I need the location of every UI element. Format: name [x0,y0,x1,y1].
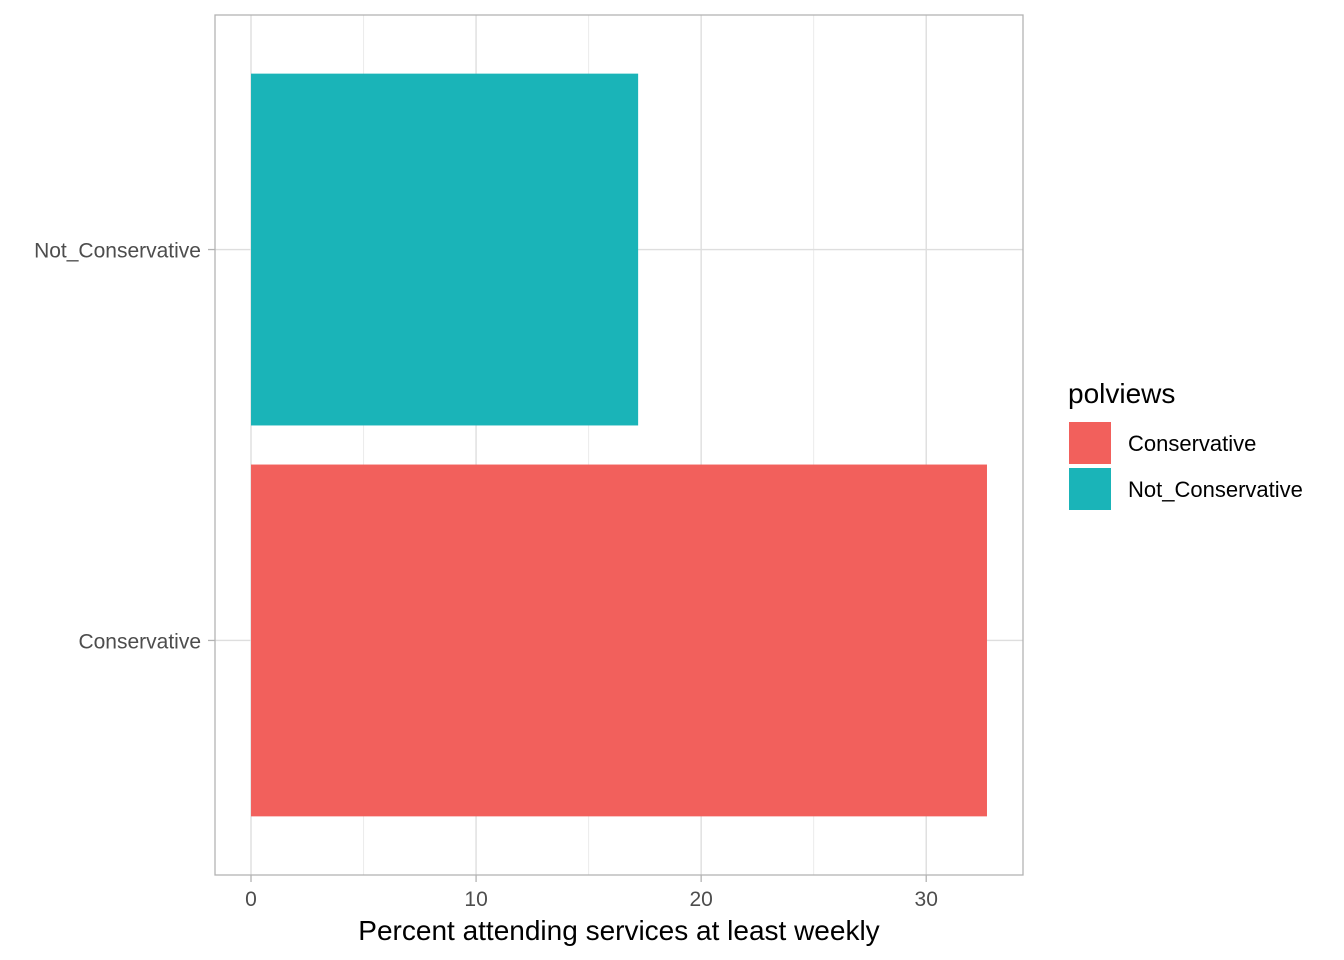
x-axis: 0 10 20 30 [245,875,938,911]
legend-label: Not_Conservative [1128,477,1303,502]
y-axis: Conservative Not_Conservative [34,240,215,653]
legend-key-not-conservative [1069,468,1111,510]
panel-border [214,14,1024,876]
bars [251,73,987,817]
x-tick-label: 10 [464,888,487,911]
x-axis-title: Percent attending services at least week… [358,915,879,946]
bar-not-conservative [251,73,639,426]
legend-key-conservative [1069,422,1111,464]
bar-conservative [251,464,987,817]
legend-label: Conservative [1128,431,1256,456]
y-tick-label: Not_Conservative [34,240,201,263]
legend: polviews Conservative Not_Conservative [1068,378,1303,510]
legend-items: Conservative Not_Conservative [1069,422,1303,510]
y-tick-label: Conservative [78,630,201,653]
legend-title: polviews [1068,378,1175,409]
x-tick-label: 20 [689,888,712,911]
x-tick-label: 0 [245,888,257,911]
x-tick-label: 30 [915,888,938,911]
